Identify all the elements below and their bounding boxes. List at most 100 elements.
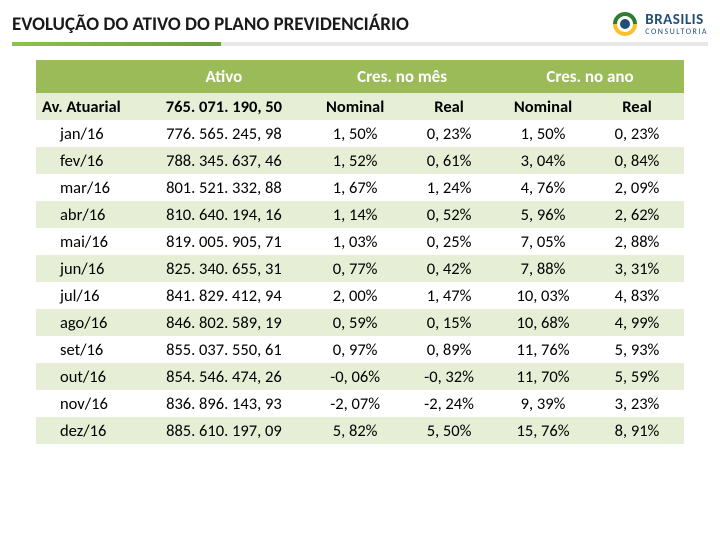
- cell-value: 5, 59%: [590, 363, 684, 390]
- cell-value: 0, 77%: [308, 255, 402, 282]
- row-label: Av. Atuarial: [36, 93, 140, 120]
- table-row: ago/16846. 802. 589, 190, 59%0, 15%10, 6…: [36, 309, 684, 336]
- row-label: jun/16: [36, 255, 140, 282]
- logo-sub-text: CONSULTORIA: [645, 28, 708, 36]
- cell-value: Real: [402, 93, 496, 120]
- table-row: out/16854. 546. 474, 26-0, 06%-0, 32%11,…: [36, 363, 684, 390]
- cell-value: 5, 96%: [496, 201, 590, 228]
- cell-ativo: 885. 610. 197, 09: [140, 417, 308, 444]
- cell-value: 1, 52%: [308, 147, 402, 174]
- row-label: dez/16: [36, 417, 140, 444]
- row-label: ago/16: [36, 309, 140, 336]
- cell-value: 1, 47%: [402, 282, 496, 309]
- cell-value: 0, 84%: [590, 147, 684, 174]
- cell-value: 0, 61%: [402, 147, 496, 174]
- cell-value: 1, 03%: [308, 228, 402, 255]
- title-underline: [12, 42, 708, 46]
- cell-value: 2, 00%: [308, 282, 402, 309]
- cell-value: 7, 05%: [496, 228, 590, 255]
- table-row: jul/16841. 829. 412, 942, 00%1, 47%10, 0…: [36, 282, 684, 309]
- row-label: out/16: [36, 363, 140, 390]
- cell-value: 0, 23%: [402, 120, 496, 147]
- cell-ativo: 788. 345. 637, 46: [140, 147, 308, 174]
- cell-value: 0, 97%: [308, 336, 402, 363]
- evolution-table: AtivoCres. no mêsCres. no ano Av. Atuari…: [36, 60, 684, 444]
- row-label: abr/16: [36, 201, 140, 228]
- cell-value: 11, 70%: [496, 363, 590, 390]
- cell-value: 4, 83%: [590, 282, 684, 309]
- cell-value: 8, 91%: [590, 417, 684, 444]
- cell-value: Real: [590, 93, 684, 120]
- cell-ativo: 855. 037. 550, 61: [140, 336, 308, 363]
- logo-icon: [611, 10, 639, 38]
- table-row: jan/16776. 565. 245, 981, 50%0, 23%1, 50…: [36, 120, 684, 147]
- cell-value: 1, 14%: [308, 201, 402, 228]
- cell-value: 3, 04%: [496, 147, 590, 174]
- cell-value: 0, 42%: [402, 255, 496, 282]
- row-label: fev/16: [36, 147, 140, 174]
- row-label: jan/16: [36, 120, 140, 147]
- cell-value: 0, 59%: [308, 309, 402, 336]
- cell-value: 1, 67%: [308, 174, 402, 201]
- cell-value: -2, 24%: [402, 390, 496, 417]
- cell-ativo: 841. 829. 412, 94: [140, 282, 308, 309]
- cell-value: 0, 52%: [402, 201, 496, 228]
- brand-logo: BRASILIS CONSULTORIA: [611, 10, 708, 38]
- cell-value: 0, 25%: [402, 228, 496, 255]
- cell-ativo: 819. 005. 905, 71: [140, 228, 308, 255]
- row-label: jul/16: [36, 282, 140, 309]
- cell-value: 4, 76%: [496, 174, 590, 201]
- table-row: fev/16788. 345. 637, 461, 52%0, 61%3, 04…: [36, 147, 684, 174]
- page-title: EVOLUÇÃO DO ATIVO DO PLANO PREVIDENCIÁRI…: [12, 13, 409, 36]
- cell-ativo: 836. 896. 143, 93: [140, 390, 308, 417]
- cell-value: 5, 82%: [308, 417, 402, 444]
- cell-value: 10, 68%: [496, 309, 590, 336]
- table-row: nov/16836. 896. 143, 93-2, 07%-2, 24%9, …: [36, 390, 684, 417]
- table-row: dez/16885. 610. 197, 095, 82%5, 50%15, 7…: [36, 417, 684, 444]
- table-row: mar/16801. 521. 332, 881, 67%1, 24%4, 76…: [36, 174, 684, 201]
- cell-value: 3, 23%: [590, 390, 684, 417]
- cell-value: 5, 93%: [590, 336, 684, 363]
- cell-value: 7, 88%: [496, 255, 590, 282]
- table-row: set/16855. 037. 550, 610, 97%0, 89%11, 7…: [36, 336, 684, 363]
- col-header-cres-ano: Cres. no ano: [496, 60, 684, 93]
- cell-ativo: 801. 521. 332, 88: [140, 174, 308, 201]
- cell-value: -0, 06%: [308, 363, 402, 390]
- row-label: mar/16: [36, 174, 140, 201]
- col-header-blank: [36, 60, 140, 93]
- cell-value: 3, 31%: [590, 255, 684, 282]
- cell-ativo: 854. 546. 474, 26: [140, 363, 308, 390]
- cell-value: Nominal: [496, 93, 590, 120]
- cell-ativo: 825. 340. 655, 31: [140, 255, 308, 282]
- cell-value: 10, 03%: [496, 282, 590, 309]
- row-label: mai/16: [36, 228, 140, 255]
- col-header-ativo: Ativo: [140, 60, 308, 93]
- cell-value: 2, 09%: [590, 174, 684, 201]
- cell-value: 1, 50%: [496, 120, 590, 147]
- cell-value: 9, 39%: [496, 390, 590, 417]
- cell-value: 4, 99%: [590, 309, 684, 336]
- cell-ativo: 776. 565. 245, 98: [140, 120, 308, 147]
- cell-ativo: 846. 802. 589, 19: [140, 309, 308, 336]
- cell-value: 2, 62%: [590, 201, 684, 228]
- cell-value: 5, 50%: [402, 417, 496, 444]
- cell-value: 11, 76%: [496, 336, 590, 363]
- col-header-cres-mes: Cres. no mês: [308, 60, 496, 93]
- logo-main-text: BRASILIS: [645, 13, 708, 28]
- cell-value: 1, 24%: [402, 174, 496, 201]
- cell-value: 15, 76%: [496, 417, 590, 444]
- cell-value: 0, 89%: [402, 336, 496, 363]
- cell-value: -2, 07%: [308, 390, 402, 417]
- cell-value: 0, 15%: [402, 309, 496, 336]
- cell-value: Nominal: [308, 93, 402, 120]
- cell-ativo: 765. 071. 190, 50: [140, 93, 308, 120]
- row-label: nov/16: [36, 390, 140, 417]
- cell-value: 0, 23%: [590, 120, 684, 147]
- table-row: abr/16810. 640. 194, 161, 14%0, 52%5, 96…: [36, 201, 684, 228]
- cell-value: 1, 50%: [308, 120, 402, 147]
- table-row: Av. Atuarial765. 071. 190, 50NominalReal…: [36, 93, 684, 120]
- table-row: jun/16825. 340. 655, 310, 77%0, 42%7, 88…: [36, 255, 684, 282]
- table-row: mai/16819. 005. 905, 711, 03%0, 25%7, 05…: [36, 228, 684, 255]
- cell-value: -0, 32%: [402, 363, 496, 390]
- row-label: set/16: [36, 336, 140, 363]
